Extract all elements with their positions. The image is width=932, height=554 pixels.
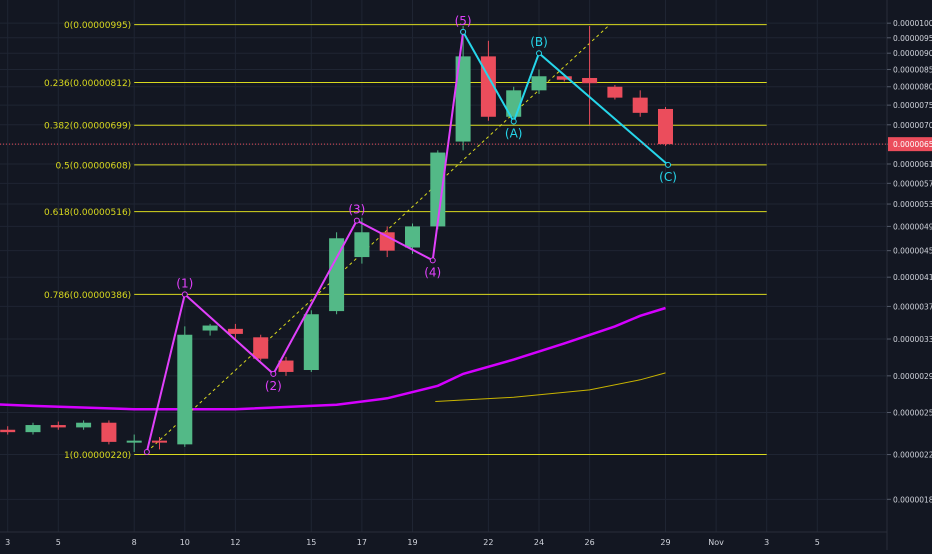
time-tick-label: 29 xyxy=(660,538,670,547)
candle-body-down[interactable] xyxy=(227,328,243,334)
fib-level-label: 0.618(0.00000516) xyxy=(44,208,131,218)
fib-level-label: 0.382(0.00000699) xyxy=(44,122,131,132)
wave-point[interactable] xyxy=(460,28,467,35)
wave-point[interactable] xyxy=(510,118,517,125)
candle-body-down[interactable] xyxy=(101,422,117,442)
price-tick-label: 0.00000255 xyxy=(893,408,932,417)
time-tick-label: 24 xyxy=(534,538,544,547)
time-tick-label: Nov xyxy=(708,538,724,547)
time-tick-label: 3 xyxy=(5,538,10,547)
candle-body-down[interactable] xyxy=(632,97,648,113)
candle-body-up[interactable] xyxy=(531,76,547,91)
moving-average-fast xyxy=(0,306,666,411)
impulse-wave-label: (2) xyxy=(265,379,282,393)
time-tick-label: 10 xyxy=(180,538,190,547)
impulse-wave-label: (5) xyxy=(455,14,472,28)
candle-body-up[interactable] xyxy=(430,152,446,227)
candle-body-up[interactable] xyxy=(405,226,420,248)
candle-body-up[interactable] xyxy=(329,238,345,312)
impulse-wave-label: (4) xyxy=(424,265,441,279)
moving-average-slow xyxy=(435,372,666,402)
candle-body-down[interactable] xyxy=(278,360,294,372)
candle-body-up[interactable] xyxy=(177,334,193,445)
wave-point[interactable] xyxy=(270,370,277,377)
candle-body-down[interactable] xyxy=(556,76,572,80)
correction-wave-label: (C) xyxy=(659,170,677,184)
fib-level-label: 0.236(0.00000812) xyxy=(44,79,131,89)
time-tick-label: 3 xyxy=(764,538,769,547)
correction-wave-label: (A) xyxy=(505,127,523,141)
correction-wave-label: (B) xyxy=(530,35,548,49)
candle-body-up[interactable] xyxy=(25,425,41,433)
wave-point[interactable] xyxy=(429,257,436,264)
candle-body-up[interactable] xyxy=(303,314,319,371)
candle-body-up[interactable] xyxy=(126,440,142,443)
candle-body-down[interactable] xyxy=(253,337,269,359)
time-tick-label: 22 xyxy=(483,538,493,547)
impulse-wave-label: (1) xyxy=(176,276,193,290)
current-price-badge xyxy=(888,137,932,152)
candle-body-down[interactable] xyxy=(379,232,395,251)
time-tick-label: 5 xyxy=(815,538,820,547)
fib-level-label: 0.786(0.00000386) xyxy=(44,291,131,301)
time-tick-label: 19 xyxy=(407,538,417,547)
candle-body-down[interactable] xyxy=(582,77,598,84)
moving-averages xyxy=(0,306,666,411)
current-price-label: 0.00000654 xyxy=(893,140,932,149)
fib-level-label: 0(0.00000995) xyxy=(64,21,131,31)
wave-point[interactable] xyxy=(536,50,542,57)
candle-body-down[interactable] xyxy=(607,86,623,98)
candle-body-up[interactable] xyxy=(455,56,471,142)
wave-point[interactable] xyxy=(665,161,672,168)
impulse-wave-label: (3) xyxy=(348,203,365,217)
wave-point[interactable] xyxy=(143,448,150,455)
price-tick-label: 0.00000188 xyxy=(893,495,932,504)
time-axis[interactable]: 3 5 8 10 12 15 17 19 22 24 26 29 Nov 3 5 xyxy=(0,531,887,547)
elliott-waves[interactable]: (1) (2) (3) (4) (5) (A) (B) (C) xyxy=(143,14,677,455)
time-tick-label: 15 xyxy=(306,538,316,547)
candle-body-up[interactable] xyxy=(76,422,92,428)
time-tick-label: 8 xyxy=(132,538,137,547)
wave-point[interactable] xyxy=(353,217,360,224)
impulse-wave-path[interactable] xyxy=(145,31,465,453)
time-tick-label: 5 xyxy=(56,538,61,547)
candle-body-up[interactable] xyxy=(354,232,370,258)
fib-level-label: 1(0.00000220) xyxy=(64,451,131,461)
time-tick-label: 17 xyxy=(357,538,367,547)
price-tick-label: 0.00000220 xyxy=(893,451,932,460)
candle-body-up[interactable] xyxy=(202,325,218,331)
candle-body-down[interactable] xyxy=(658,108,673,145)
time-tick-label: 12 xyxy=(230,538,240,547)
fib-level-label: 0.5(0.00000608) xyxy=(55,161,131,171)
wave-point[interactable] xyxy=(181,291,188,298)
candle-body-down[interactable] xyxy=(0,429,16,433)
candle-body-down[interactable] xyxy=(50,425,66,428)
candle-body-down[interactable] xyxy=(152,440,167,443)
time-tick-label: 26 xyxy=(585,538,595,547)
correction-wave-path[interactable] xyxy=(462,31,669,166)
